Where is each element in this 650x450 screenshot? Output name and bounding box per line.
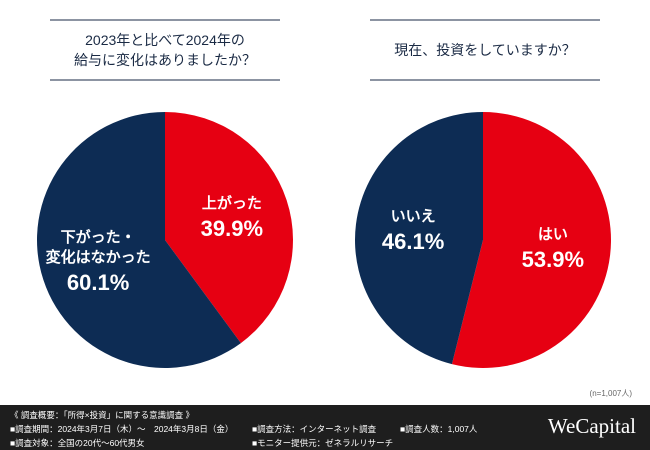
slice-category: はい <box>537 225 568 243</box>
footer-item: ■モニター提供元：ゼネラルリサーチ <box>252 438 394 448</box>
slice-value: 39.9% <box>200 216 264 242</box>
slice-value: 46.1% <box>381 229 445 255</box>
slice-label: 上がった 39.9% <box>201 194 263 242</box>
sample-note: (n=1,007人) <box>589 389 632 398</box>
slice-value: 60.1% <box>66 269 130 295</box>
slice-category: いいえ <box>390 208 436 226</box>
slice-label: 下がった・ 変化はなかった 60.1% <box>46 228 151 296</box>
slice-value: 53.9% <box>521 246 585 272</box>
slice-category: 上がった <box>201 195 262 213</box>
slice-label: はい 53.9% <box>522 225 584 273</box>
slice-category: 下がった・ 変化はなかった <box>45 228 151 266</box>
logo: WeCapital <box>547 414 636 438</box>
chart-title: 現在、投資をしていますか？ <box>394 42 576 58</box>
footer-item: ■調査方法：インターネット調査 <box>252 424 377 434</box>
chart-title: 2023年と比べて2024年の 給与に変化はありましたか？ <box>74 32 256 68</box>
pie-slice <box>451 112 611 368</box>
footer-item: ■調査期間：2024年3月7日（木）〜 2024年3月8日（金） <box>10 424 234 434</box>
slice-label: いいえ 46.1% <box>382 207 444 255</box>
footer-heading: 《 調査概要：「所得×投資」に関する意識調査 》 <box>10 410 194 420</box>
footer-item: ■調査人数：1,007人 <box>400 424 478 434</box>
pie-slice <box>165 112 293 344</box>
footer-band <box>0 405 650 450</box>
pie-slice <box>36 112 241 368</box>
pie-slice <box>355 112 483 365</box>
footer-item: ■調査対象：全国の20代〜60代男女 <box>10 438 145 448</box>
